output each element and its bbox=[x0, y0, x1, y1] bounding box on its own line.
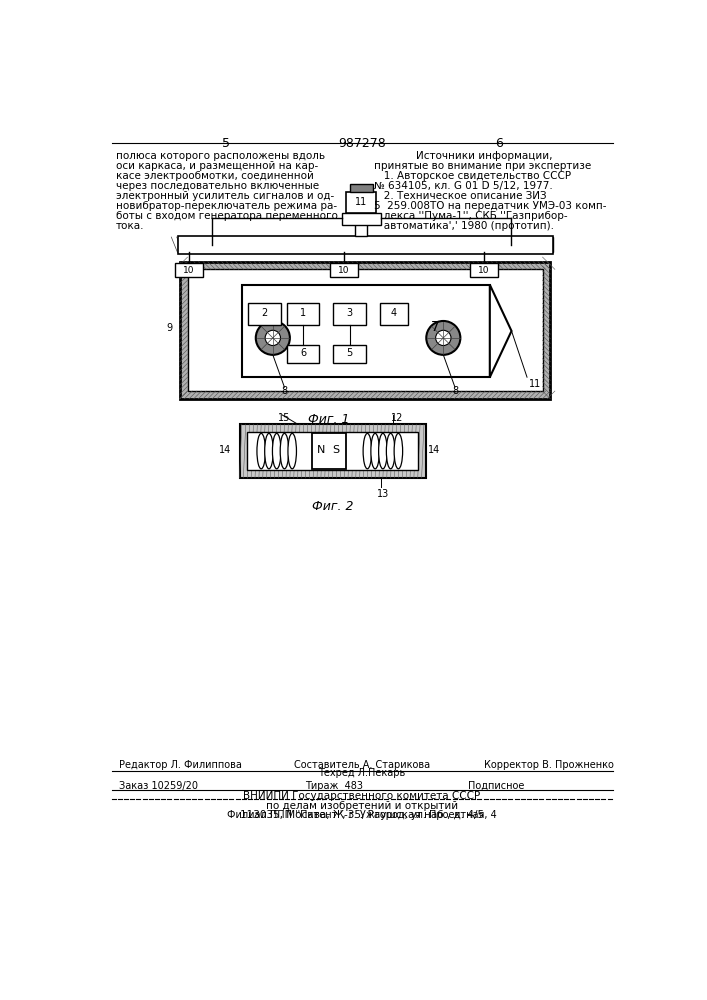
Text: S: S bbox=[332, 445, 339, 455]
Text: 8: 8 bbox=[281, 386, 288, 396]
Text: электронный усилитель сигналов и од-: электронный усилитель сигналов и од- bbox=[115, 191, 334, 201]
Circle shape bbox=[426, 321, 460, 355]
Bar bbox=[355, 222, 368, 235]
Text: 987278: 987278 bbox=[338, 137, 386, 150]
Text: касе электрообмотки, соединенной: касе электрообмотки, соединенной bbox=[115, 171, 313, 181]
Bar bbox=[248, 303, 281, 325]
Text: 1. Авторское свидетельство СССР: 1. Авторское свидетельство СССР bbox=[373, 171, 571, 181]
Text: 8: 8 bbox=[452, 386, 458, 396]
Text: 11: 11 bbox=[355, 197, 368, 207]
Text: 15: 15 bbox=[279, 413, 291, 423]
Text: лекса ''Пума-1'', СКБ ''Газприбор-: лекса ''Пума-1'', СКБ ''Газприбор- bbox=[373, 211, 567, 221]
Text: Фиг. 2: Фиг. 2 bbox=[312, 500, 354, 513]
Bar bbox=[346, 192, 376, 213]
Text: Редактор Л. Филиппова: Редактор Л. Филиппова bbox=[119, 760, 243, 770]
Bar bbox=[287, 303, 320, 325]
Bar bbox=[177, 235, 554, 254]
Polygon shape bbox=[490, 285, 512, 377]
Ellipse shape bbox=[379, 433, 387, 469]
Text: через последовательно включенные: через последовательно включенные bbox=[115, 181, 319, 191]
Bar bbox=[312, 433, 346, 469]
Ellipse shape bbox=[272, 433, 281, 469]
Text: полюса которого расположены вдоль: полюса которого расположены вдоль bbox=[115, 151, 325, 161]
Bar bbox=[330, 263, 358, 277]
Text: тока.: тока. bbox=[115, 221, 144, 231]
Bar bbox=[341, 213, 380, 225]
Text: принятые во внимание при экспертизе: принятые во внимание при экспертизе bbox=[373, 161, 591, 171]
Bar bbox=[240, 424, 426, 478]
Text: 5  259.008ТО на передатчик УМЭ-03 комп-: 5 259.008ТО на передатчик УМЭ-03 комп- bbox=[373, 201, 606, 211]
Text: 2. Техническое описание ЗИЗ: 2. Техническое описание ЗИЗ bbox=[373, 191, 546, 201]
Text: новибратор-переключатель режима ра-: новибратор-переключатель режима ра- bbox=[115, 201, 337, 211]
Text: № 634105, кл. G 01 D 5/12, 1977.: № 634105, кл. G 01 D 5/12, 1977. bbox=[373, 181, 552, 191]
Text: 4: 4 bbox=[391, 308, 397, 318]
Text: 3: 3 bbox=[346, 308, 353, 318]
Bar bbox=[175, 263, 203, 277]
Text: Техред Л.Пекарь: Техред Л.Пекарь bbox=[318, 768, 406, 778]
Ellipse shape bbox=[363, 433, 372, 469]
Ellipse shape bbox=[386, 433, 395, 469]
Text: 9: 9 bbox=[166, 323, 172, 333]
Ellipse shape bbox=[280, 433, 288, 469]
Text: 11: 11 bbox=[529, 379, 541, 389]
Text: автоматика',' 1980 (прототип).: автоматика',' 1980 (прототип). bbox=[373, 221, 554, 231]
Text: 14: 14 bbox=[428, 445, 440, 455]
Bar bbox=[242, 285, 490, 377]
Text: 5: 5 bbox=[221, 137, 230, 150]
Ellipse shape bbox=[371, 433, 380, 469]
Text: Заказ 10259/20: Заказ 10259/20 bbox=[119, 781, 199, 791]
Circle shape bbox=[256, 321, 290, 355]
Bar bbox=[177, 237, 554, 252]
Bar bbox=[469, 263, 498, 277]
Bar bbox=[287, 345, 320, 363]
Ellipse shape bbox=[288, 433, 296, 469]
Text: 13: 13 bbox=[378, 489, 390, 499]
Text: 113035, Москва, Ж-35, Раушская наб., д. 4/5: 113035, Москва, Ж-35, Раушская наб., д. … bbox=[240, 810, 484, 820]
Text: 2: 2 bbox=[261, 308, 267, 318]
Text: 10: 10 bbox=[183, 266, 195, 275]
Bar bbox=[180, 262, 550, 399]
Text: Составитель А. Старикова: Составитель А. Старикова bbox=[294, 760, 430, 770]
Text: Подписное: Подписное bbox=[468, 781, 525, 791]
Text: N: N bbox=[317, 445, 325, 455]
Bar bbox=[349, 184, 373, 192]
Text: 1: 1 bbox=[300, 308, 306, 318]
Text: оси каркаса, и размещенной на кар-: оси каркаса, и размещенной на кар- bbox=[115, 161, 317, 171]
Text: Тираж  483: Тираж 483 bbox=[305, 781, 363, 791]
Text: Фиг. 1: Фиг. 1 bbox=[308, 413, 349, 426]
Text: Источники информации,: Источники информации, bbox=[416, 151, 553, 161]
Bar bbox=[187, 269, 542, 391]
Bar bbox=[380, 303, 408, 325]
Text: 5: 5 bbox=[346, 348, 353, 358]
Ellipse shape bbox=[257, 433, 265, 469]
Bar bbox=[247, 432, 418, 470]
Text: 10: 10 bbox=[339, 266, 350, 275]
Text: Корректор В. Прожненко: Корректор В. Прожненко bbox=[484, 760, 614, 770]
Ellipse shape bbox=[264, 433, 273, 469]
Ellipse shape bbox=[394, 433, 403, 469]
Circle shape bbox=[265, 330, 281, 346]
Text: 6: 6 bbox=[495, 137, 503, 150]
Text: боты с входом генератора переменного: боты с входом генератора переменного bbox=[115, 211, 337, 221]
Text: ВНИИПИ Государственного комитета СССР: ВНИИПИ Государственного комитета СССР bbox=[243, 791, 481, 801]
Text: 10: 10 bbox=[478, 266, 489, 275]
Text: Филиал ППП ''Патент'', г. Ужгород, ул. Проектная, 4: Филиал ППП ''Патент'', г. Ужгород, ул. П… bbox=[227, 810, 497, 820]
Text: 14: 14 bbox=[219, 445, 232, 455]
Bar bbox=[333, 303, 366, 325]
Text: 6: 6 bbox=[300, 348, 306, 358]
Text: по делам изобретений и открытий: по делам изобретений и открытий bbox=[266, 801, 458, 811]
Text: 12: 12 bbox=[391, 413, 403, 423]
Circle shape bbox=[436, 330, 451, 346]
Bar bbox=[333, 345, 366, 363]
Text: 7: 7 bbox=[431, 320, 440, 334]
